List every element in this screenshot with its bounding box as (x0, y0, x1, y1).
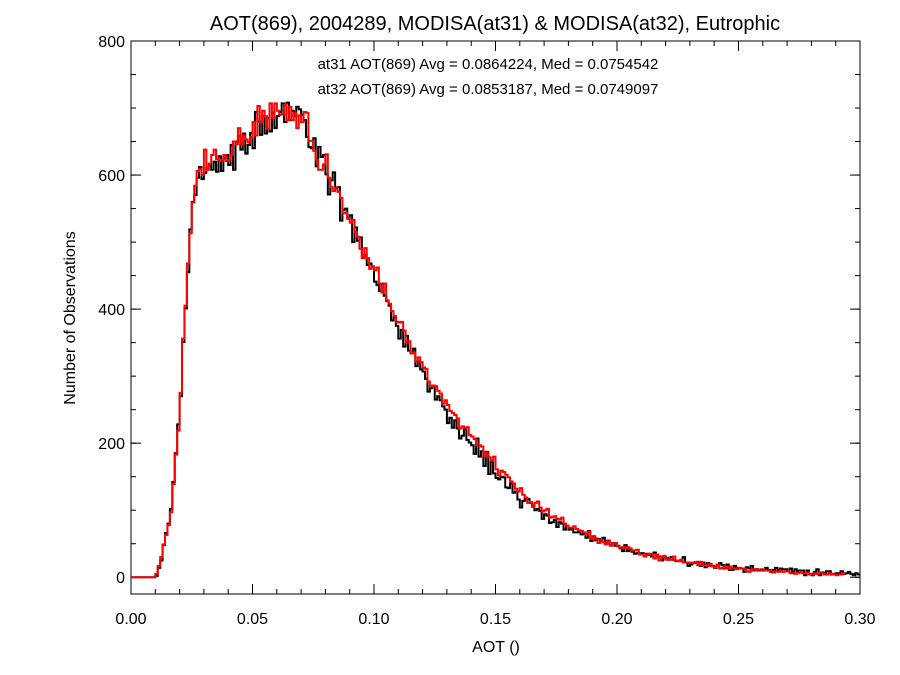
y-axis: 0 200 400 600 800 (98, 34, 860, 587)
series-at32-line (131, 102, 846, 579)
x-tick-label: 0.10 (358, 611, 389, 628)
y-axis-label: Number of Observations (62, 231, 79, 404)
x-tick-label: 0.25 (723, 611, 754, 628)
series-layer (131, 101, 860, 579)
x-tick-label: 0.30 (844, 611, 875, 628)
series-at31-line (131, 101, 860, 579)
x-tick-label: 0.05 (237, 611, 268, 628)
y-tick-label: 400 (98, 302, 125, 319)
y-tick-label: 600 (98, 168, 125, 185)
chart-title: AOT(869), 2004289, MODISA(at31) & MODISA… (210, 13, 780, 35)
y-tick-label: 0 (116, 570, 125, 587)
x-tick-label: 0.00 (115, 611, 146, 628)
x-tick-label: 0.15 (480, 611, 511, 628)
annotation-at31: at31 AOT(869) Avg = 0.0864224, Med = 0.0… (318, 56, 659, 73)
annotation-at32: at32 AOT(869) Avg = 0.0853187, Med = 0.0… (318, 81, 659, 98)
y-tick-label: 800 (98, 34, 125, 51)
x-axis: 0.00 0.05 0.10 0.15 0.20 0.25 0.30 (115, 41, 876, 628)
y-tick-label: 200 (98, 436, 125, 453)
x-axis-label: AOT () (472, 639, 520, 656)
x-tick-label: 0.20 (601, 611, 632, 628)
